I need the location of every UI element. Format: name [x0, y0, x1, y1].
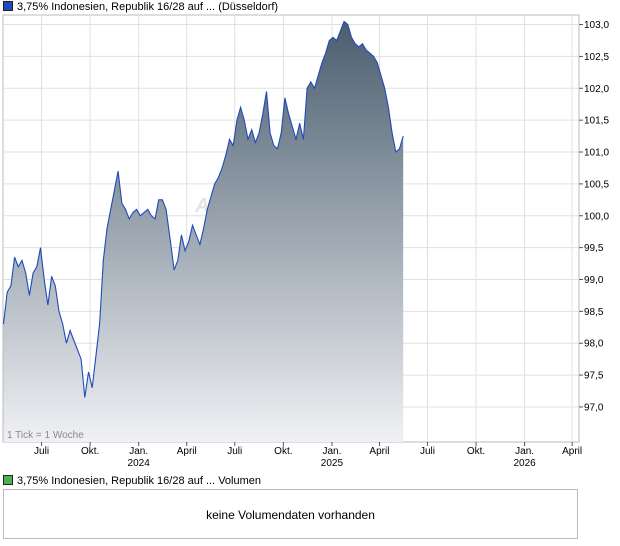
y-tick-label: 102,5 [584, 52, 609, 63]
volume-panel: keine Volumendaten vorhanden [3, 489, 578, 539]
x-tick-year-label: 2026 [513, 458, 536, 469]
y-tick-label: 97,5 [584, 371, 604, 382]
x-tick-label: Juli [34, 446, 49, 457]
volume-legend-label: 3,75% Indonesien, Republik 16/28 auf ...… [17, 475, 262, 487]
y-tick-label: 100,0 [584, 211, 609, 222]
y-tick-label: 99,0 [584, 275, 604, 286]
x-tick-label: Jan. [515, 446, 534, 457]
y-tick-label: 100,5 [584, 179, 609, 190]
y-tick-label: 97,0 [584, 402, 604, 413]
y-axis: 97,0 97,5 98,0 98,5 99,0 99,5 100,0 100,5 101,0 1… [579, 20, 609, 413]
y-tick-label: 103,0 [584, 20, 609, 31]
x-tick-label: Okt. [81, 446, 99, 457]
volume-empty-message: keine Volumendaten vorhanden [206, 508, 375, 522]
y-tick-label: 98,0 [584, 339, 604, 350]
volume-legend: 3,75% Indonesien, Republik 16/28 auf ...… [3, 475, 261, 488]
price-legend-label: 3,75% Indonesien, Republik 16/28 auf ...… [17, 1, 279, 13]
price-line [3, 20, 404, 398]
y-tick-label: 101,5 [584, 116, 609, 127]
x-tick-label: April [562, 446, 582, 457]
x-tick-label: Juli [227, 446, 242, 457]
y-tick-label: 99,5 [584, 243, 604, 254]
y-tick-label: 102,0 [584, 84, 609, 95]
x-tick-label: Okt. [467, 446, 485, 457]
x-tick-year-label: 2024 [128, 458, 151, 469]
x-tick-label: Jan. [129, 446, 148, 457]
price-legend: 3,75% Indonesien, Republik 16/28 auf ...… [3, 1, 278, 14]
y-tick-label: 98,5 [584, 307, 604, 318]
tick-note: 1 Tick = 1 Woche [7, 430, 84, 441]
volume-legend-swatch [3, 475, 13, 485]
price-chart: AKTI 97,097,598,098,599,099,5100,0100,51… [2, 14, 609, 469]
x-tick-label: Juli [420, 446, 435, 457]
x-tick-label: Jan. [322, 446, 341, 457]
x-tick-label: April [177, 446, 197, 457]
x-tick-label: Okt. [274, 446, 292, 457]
y-tick-label: 101,0 [584, 148, 609, 159]
x-tick-year-label: 2025 [321, 458, 344, 469]
x-tick-label: April [369, 446, 389, 457]
price-legend-swatch [3, 1, 13, 11]
